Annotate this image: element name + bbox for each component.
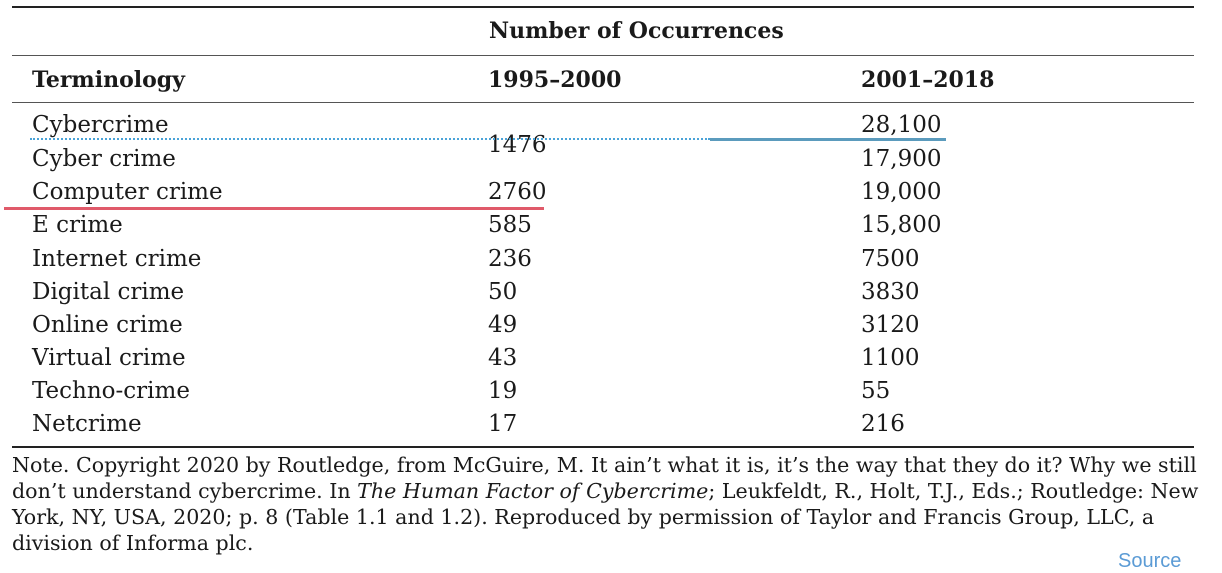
table-cell-term: E crime — [32, 212, 123, 238]
table-cell-term: Online crime — [32, 312, 183, 338]
table-cell-2001-2018: 19,000 — [861, 179, 942, 205]
table-cell-term: Cyber crime — [32, 146, 176, 172]
table-cell-term: Netcrime — [32, 411, 142, 437]
table-bottom-rule — [12, 446, 1194, 448]
table-top-rule — [12, 6, 1194, 8]
table-cell-1995-2000: 17 — [488, 411, 518, 437]
table-cell-term: Techno-crime — [32, 378, 190, 404]
table-cell-1995-2000: 49 — [488, 312, 518, 338]
table-cell-term: Internet crime — [32, 246, 202, 272]
table-cell-2001-2018: 216 — [861, 411, 905, 437]
dotted-highlight-line — [30, 138, 710, 140]
note-book-title: The Human Factor of Cybercrime — [357, 479, 709, 503]
table-cell-2001-2018: 1100 — [861, 345, 920, 371]
table-cell-2001-2018: 15,800 — [861, 212, 942, 238]
table-cell-2001-2018: 55 — [861, 378, 891, 404]
table-cell-1995-2000: 585 — [488, 212, 532, 238]
table-cell-1995-2000: 50 — [488, 279, 518, 305]
table-cell-term: Virtual crime — [32, 345, 186, 371]
table-cell-term: Digital crime — [32, 279, 185, 305]
column-header-1995-2000: 1995–2000 — [488, 67, 622, 93]
table-cell-2001-2018: 28,100 — [861, 112, 942, 138]
column-header-2001-2018: 2001–2018 — [861, 67, 995, 93]
table-cell-term: Computer crime — [32, 179, 223, 205]
note-text-end: ; Leukfeldt, R., Holt, T.J., Eds.; Routl… — [12, 479, 1199, 555]
table-cell-2001-2018: 3120 — [861, 312, 920, 338]
group-header-rule — [12, 55, 1194, 56]
table-cell-1995-2000: 19 — [488, 378, 518, 404]
blue-underline-highlight — [710, 138, 946, 141]
source-link[interactable]: Source — [1118, 550, 1182, 572]
table-cell-2001-2018: 3830 — [861, 279, 920, 305]
table-cell-term: Cybercrime — [32, 112, 169, 138]
table-cell-1995-2000: 236 — [488, 246, 532, 272]
table-note: Note. Copyright 2020 by Routledge, from … — [12, 452, 1202, 556]
table-cell-2001-2018: 17,900 — [861, 146, 942, 172]
note-text-start: Note. Copyright 2020 by Routledge, from … — [12, 453, 1197, 503]
table-cell-2001-2018: 7500 — [861, 246, 920, 272]
table-cell-1995-2000: 43 — [488, 345, 518, 371]
red-underline-highlight — [4, 207, 544, 210]
column-header-terminology: Terminology — [32, 67, 185, 93]
merged-cell-1995-2000: 1476 — [488, 132, 547, 158]
group-header: Number of Occurrences — [489, 18, 784, 44]
header-bottom-rule — [12, 102, 1194, 103]
table-cell-1995-2000: 2760 — [488, 179, 547, 205]
